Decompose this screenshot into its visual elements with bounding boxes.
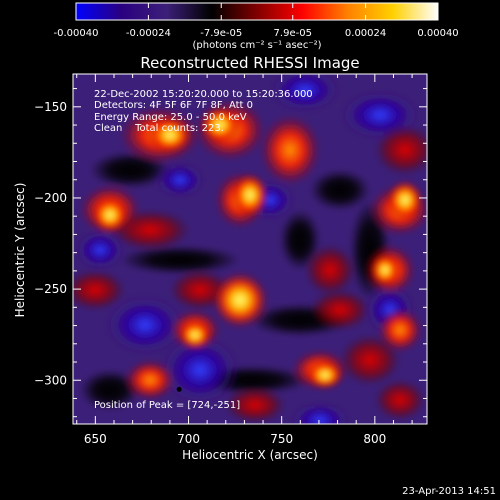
y-tick-label: −300 [34,373,67,387]
x-axis-ticks: 650 700 750 800 [76,74,413,446]
annotation-energy-range: Energy Range: 25.0 - 50.0 keV [94,112,247,123]
plot-title: Reconstructed RHESSI Image [140,54,359,72]
colorbar-units-label: (photons cm⁻² s⁻¹ asec⁻²) [192,40,321,51]
x-tick-label: 700 [177,432,200,446]
colorbar-frame [75,2,439,21]
colorbar-ticks: -0.00040 -0.00024 -7.9e-05 7.9e-05 0.00024 0.… [54,3,459,39]
annotation-detectors: Detectors: 4F 5F 6F 7F 8F, Att 0 [94,100,253,111]
peak-marker [176,386,182,392]
plot-frame [72,73,428,425]
annotation-time-range: 22-Dec-2002 15:20:20.000 to 15:20:36.000 [94,89,313,100]
x-tick-label: 800 [363,432,386,446]
colorbar-tick-label: 0.00024 [345,28,386,39]
colorbar-tick-label: 7.9e-05 [274,28,312,39]
y-tick-label: −150 [34,100,67,114]
colorbar-tick-label: -0.00040 [54,28,99,39]
colorbar-tick-label: -0.00024 [126,28,171,39]
x-tick-label: 650 [84,432,107,446]
y-axis-ticks: −300 −250 −200 −150 [34,88,427,418]
colorbar-tick-label: -7.9e-05 [200,28,242,39]
annotation-clean-counts: Clean Total counts: 223. [94,123,224,134]
y-tick-label: −250 [34,282,67,296]
annotation-peak-position: Position of Peak = [724,-251] [94,400,240,411]
colorbar-tick-label: 0.00040 [417,28,458,39]
x-tick-label: 750 [270,432,293,446]
colorbar: -0.00040 -0.00024 -7.9e-05 7.9e-05 0.00024 0.… [54,2,459,51]
image-area [73,74,427,424]
x-axis-label: Heliocentric X (arcsec) [182,448,318,462]
footer-timestamp: 23-Apr-2013 14:51 [402,486,496,497]
y-tick-label: −200 [34,191,67,205]
annotations: 22-Dec-2002 15:20:20.000 to 15:20:36.000… [94,89,313,411]
colorbar-gradient [76,3,438,20]
y-axis-label: Heliocentric Y (arcsec) [13,183,27,318]
